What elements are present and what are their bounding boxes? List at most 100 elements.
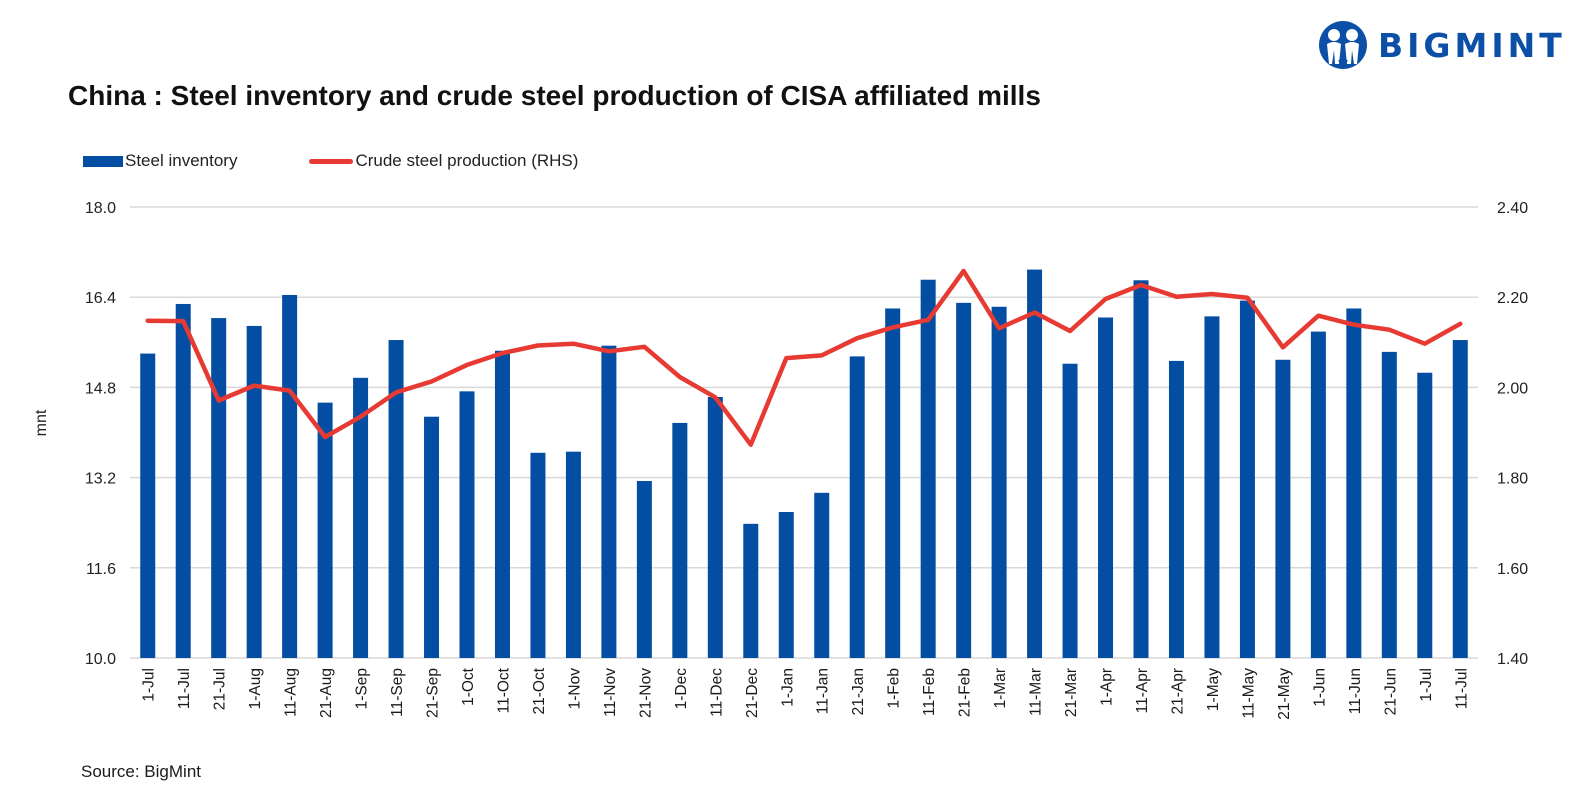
- x-tick-label: 21-Oct: [531, 667, 548, 714]
- bar-11-Jun: [1346, 308, 1362, 658]
- bar-1-Jul: [140, 353, 156, 658]
- legend-item-crude-steel-production[interactable]: Crude steel production (RHS): [309, 151, 578, 171]
- bar-11-Feb: [920, 279, 936, 658]
- x-tick-label: 1-Aug: [247, 668, 264, 709]
- x-tick-label: 21-Sep: [425, 668, 442, 718]
- logo-text: BIGMINT: [1378, 25, 1566, 65]
- x-tick-label: 11-Jun: [1347, 668, 1364, 714]
- x-tick-label: 11-Sep: [389, 668, 406, 717]
- y-tick-left: 14.8: [85, 380, 116, 397]
- bar-21-Jul: [211, 318, 227, 658]
- bigmint-people-icon: [1319, 21, 1367, 69]
- line-series-crude-steel-production: [145, 268, 1463, 447]
- x-tick-label: 1-Oct: [460, 667, 477, 706]
- y-tick-left: 10.0: [85, 651, 116, 668]
- legend-item-steel-inventory[interactable]: Steel inventory: [83, 151, 237, 171]
- bar-11-Sep: [388, 340, 404, 658]
- y-tick-left: 18.0: [85, 200, 116, 217]
- x-tick-label: 1-May: [1205, 668, 1222, 711]
- x-tick-label: 1-Jul: [141, 668, 158, 702]
- bar-1-Sep: [353, 377, 369, 658]
- x-tick-label: 21-Mar: [1063, 668, 1080, 717]
- bar-11-Dec: [707, 396, 723, 658]
- x-tick-label: 1-Mar: [992, 668, 1009, 708]
- bar-21-Dec: [743, 523, 759, 658]
- chart-title: China : Steel inventory and crude steel …: [68, 80, 1041, 111]
- bar-11-May: [1239, 300, 1255, 658]
- x-tick-label: 21-Apr: [1169, 668, 1186, 715]
- bar-11-Oct: [494, 350, 510, 658]
- x-tick-label: 11-May: [1240, 668, 1257, 719]
- bar-1-Mar: [991, 306, 1007, 658]
- legend-label: Crude steel production (RHS): [355, 151, 579, 170]
- x-tick-label: 1-Nov: [566, 668, 583, 710]
- x-tick-label: 1-Apr: [1099, 668, 1116, 706]
- x-tick-label: 1-Dec: [673, 668, 690, 710]
- y-tick-right: 1.80: [1497, 471, 1528, 488]
- bar-21-Mar: [1062, 363, 1078, 658]
- bar-11-Mar: [1027, 269, 1043, 658]
- y-axis-label: mnt: [33, 409, 50, 436]
- source-note: Source: BigMint: [81, 762, 201, 781]
- bar-1-Oct: [459, 391, 475, 658]
- y-axis-left: 10.0 11.6 13.2 14.8 16.4 18.0: [85, 200, 116, 668]
- x-tick-label: 11-Apr: [1134, 668, 1151, 713]
- bar-1-Jan: [778, 511, 794, 658]
- y-tick-right: 1.60: [1497, 561, 1528, 578]
- x-axis: 1-Jul 11-Jul 21-Jul 1-Aug 11-Aug 21-Aug 1-Sep 1…: [141, 667, 1471, 719]
- bar-11-Nov: [601, 345, 617, 658]
- x-tick-label: 21-Nov: [637, 668, 654, 718]
- bar-21-Jun: [1381, 351, 1397, 658]
- bar-21-Apr: [1168, 360, 1184, 658]
- x-tick-label: 11-Jan: [815, 668, 832, 714]
- x-tick-label: 21-Dec: [744, 668, 761, 718]
- legend-swatch-line: [309, 158, 354, 164]
- legend-swatch-bar: [83, 155, 123, 167]
- bar-21-May: [1275, 359, 1291, 658]
- x-tick-label: 1-Jan: [779, 668, 796, 707]
- x-tick-label: 1-Sep: [354, 668, 371, 709]
- x-tick-label: 21-Aug: [318, 668, 335, 718]
- x-tick-label: 21-Feb: [957, 668, 974, 717]
- line-crude-steel-production: [145, 268, 1463, 447]
- bar-series-steel-inventory: [140, 269, 1468, 658]
- y-tick-right: 2.00: [1497, 380, 1528, 397]
- bar-11-Jan: [814, 492, 830, 658]
- x-tick-label: 1-Jul: [1418, 668, 1435, 702]
- bar-21-Sep: [424, 416, 440, 658]
- x-tick-label: 21-May: [1276, 668, 1293, 720]
- bar-11-Jul: [1452, 340, 1468, 658]
- x-tick-label: 11-Oct: [495, 667, 512, 713]
- bar-21-Nov: [636, 480, 652, 658]
- bar-11-Jul: [175, 303, 191, 658]
- x-tick-label: 1-Jun: [1311, 668, 1328, 707]
- x-tick-label: 11-Dec: [708, 668, 725, 717]
- legend: Steel inventory Crude steel production (…: [83, 151, 650, 171]
- legend-label: Steel inventory: [125, 151, 238, 170]
- y-tick-right: 2.20: [1497, 290, 1528, 307]
- y-tick-left: 13.2: [85, 471, 116, 488]
- bar-1-Nov: [565, 451, 581, 658]
- bar-21-Feb: [956, 302, 972, 658]
- x-tick-label: 21-Jan: [850, 668, 867, 715]
- x-tick-label: 1-Feb: [886, 668, 903, 709]
- bigmint-logo: BIGMINT: [1318, 20, 1566, 70]
- bar-11-Aug: [282, 294, 298, 658]
- bar-1-Apr: [1098, 317, 1114, 658]
- x-tick-label: 11-Aug: [283, 668, 300, 717]
- y-tick-right: 1.40: [1497, 651, 1528, 668]
- y-tick-right: 2.40: [1497, 200, 1528, 217]
- bar-1-Jul: [1417, 372, 1433, 658]
- x-tick-label: 21-Jul: [212, 668, 229, 710]
- bar-21-Aug: [317, 402, 333, 658]
- x-tick-label: 21-Jun: [1382, 668, 1399, 715]
- x-tick-label: 11-Jul: [176, 668, 193, 709]
- bar-1-Dec: [672, 422, 688, 658]
- x-tick-label: 11-Mar: [1028, 668, 1045, 716]
- x-tick-label: 11-Jul: [1453, 668, 1470, 709]
- bar-21-Oct: [530, 452, 546, 658]
- y-axis-right: 1.40 1.60 1.80 2.00 2.20 2.40: [1497, 200, 1528, 668]
- y-tick-left: 16.4: [85, 290, 116, 307]
- x-tick-label: 11-Nov: [602, 668, 619, 717]
